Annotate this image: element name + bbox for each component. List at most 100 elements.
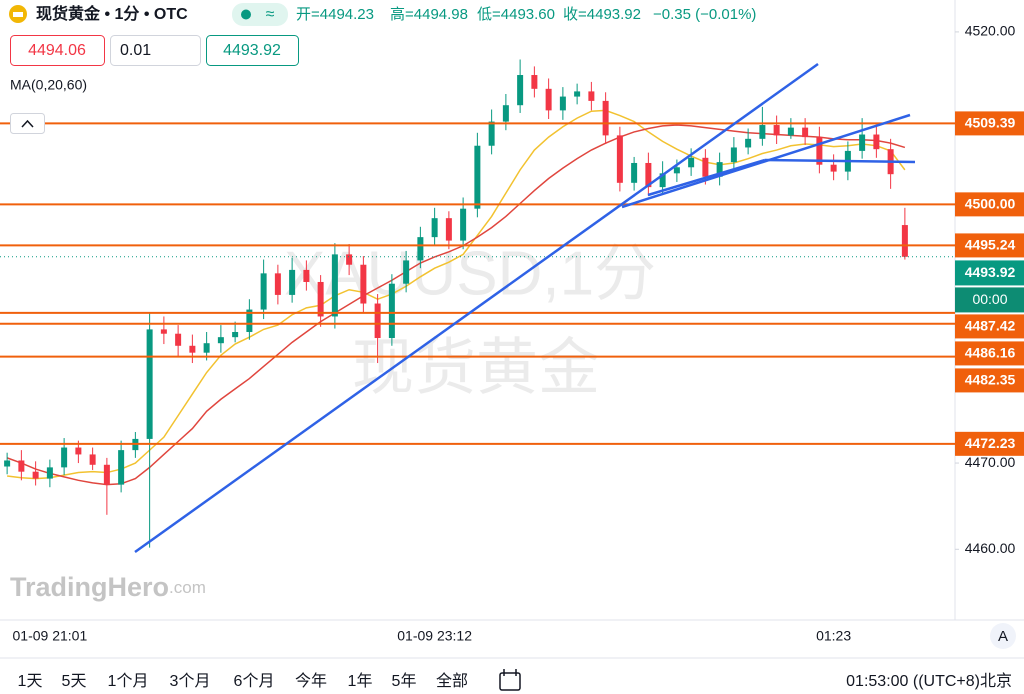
candle-body [317,281,324,317]
countdown-badge [955,287,1024,313]
price-axis: 4520.00 4470.00 4460.00 4509.39 4500.00 4495.… [955,23,1024,556]
candle-body [46,467,53,479]
candle-body [474,145,481,209]
candle-body [460,208,467,241]
candle-body [574,91,581,97]
watermark-symbol: XAUUSD,1分 [284,239,656,308]
candle-body [246,309,253,332]
candle-body [18,460,25,472]
symbol-title: 现货黄金 • 1分 • OTC [36,4,188,23]
moving-average [6,124,906,486]
qty-input: 0.01 [120,42,151,59]
candle-body [773,125,780,136]
candle-body [331,254,338,317]
status-dot [241,9,251,20]
range-button[interactable]: 全部 [436,672,468,690]
sell-price: 4494.06 [28,42,86,59]
candle-body [859,134,866,151]
y-tick-label: 4470.00 [965,454,1016,470]
quote-high: 高=4494.98 [390,6,468,23]
quote-change: −0.35 (−0.01%) [653,6,756,23]
candle-body [217,337,224,344]
candle-body [830,164,837,172]
range-button[interactable]: 1天 [18,673,43,690]
candle-body [360,264,367,304]
clock: 01:53:00 ((UTC+8)北京 [846,672,1012,690]
buy-price: 4493.92 [223,42,281,59]
candle-body [716,162,723,177]
buy-box[interactable] [206,35,299,66]
candle-body [4,460,11,467]
quote-close: 收=4493.92 [563,6,641,23]
trend-line [764,158,916,164]
collapse-icon [21,119,34,128]
y-tick-label: 4460.00 [965,540,1016,556]
candle-body [588,91,595,101]
level-label: 4500.00 [965,196,1016,212]
candle-body [488,121,495,146]
footer: 1天 5天 1个月 3个月 6个月 今年 1年 5年 全部 [18,672,468,690]
candle-body [445,218,452,241]
quote-open: 开=4494.23 [296,6,374,23]
candle-body [517,75,524,106]
level-badge [955,233,1024,258]
x-tick-label: 01-09 21:01 [13,628,88,644]
level-label: 4495.24 [965,237,1016,253]
candle-body [346,254,353,265]
range-button[interactable]: 1个月 [108,672,149,690]
candle-body [89,454,96,465]
sell-box[interactable] [10,35,105,66]
candle-body [659,173,666,188]
range-button[interactable]: 1年 [348,672,373,690]
status-icon: ≈ [266,6,275,23]
range-button[interactable]: 3个月 [170,672,211,690]
candle-body [374,303,381,339]
range-button[interactable]: 5年 [392,672,417,690]
candle-body [160,329,167,334]
candle-body [673,167,680,174]
trend-lines [134,62,916,554]
candle-body [303,269,310,282]
candle-body [417,237,424,261]
last-price-label: 4493.92 [965,264,1016,280]
qty-box[interactable] [110,35,201,66]
level-label: 4472.23 [965,435,1016,451]
candle-body [75,447,82,455]
logo-text: TradingHero [10,572,169,602]
candle-body [289,269,296,295]
candle-body [103,464,110,485]
last-price-badge [955,260,1024,286]
level-label: 4509.39 [965,115,1016,131]
candle-body [730,147,737,163]
candle-body [901,225,908,257]
collapse-button[interactable] [10,113,45,134]
level-badge [955,431,1024,456]
x-tick-label: 01-09 23:12 [397,628,472,644]
range-button[interactable]: 6个月 [234,672,275,690]
candle-body [118,450,125,485]
indicator-label: MA(0,20,60) [10,77,87,93]
replay-icon[interactable] [499,669,521,691]
candle-body [232,331,239,338]
status-pill[interactable] [232,3,288,26]
candle-body [502,105,509,122]
x-tick-label: 01:23 [816,628,851,644]
candle-body [388,283,395,339]
candle-body [802,127,809,138]
plot-area [0,59,955,548]
level-label: 4482.35 [965,372,1016,388]
range-button[interactable]: 今年 [295,672,327,690]
candle-body [616,135,623,183]
candle-body [759,125,766,139]
candle-body [702,157,709,177]
candle-body [787,127,794,136]
level-badge [955,192,1024,217]
range-button[interactable]: 5天 [62,673,87,690]
level-badge [955,111,1024,136]
scale-button[interactable] [990,623,1016,649]
candle-body [816,137,823,165]
level-badge [955,368,1024,393]
